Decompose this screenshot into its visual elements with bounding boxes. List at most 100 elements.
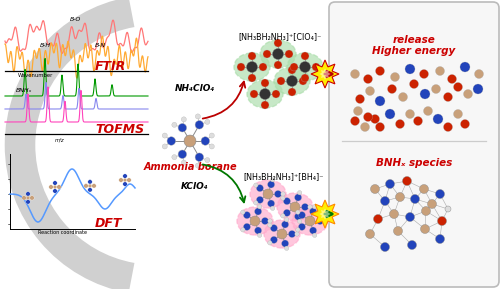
Circle shape	[398, 92, 407, 101]
Circle shape	[30, 196, 34, 200]
Text: TOFMS: TOFMS	[95, 123, 144, 136]
Circle shape	[420, 69, 428, 79]
Circle shape	[414, 116, 422, 125]
Circle shape	[288, 66, 296, 74]
Circle shape	[210, 133, 214, 138]
Circle shape	[420, 89, 430, 99]
Circle shape	[364, 112, 372, 121]
Circle shape	[274, 61, 282, 69]
Circle shape	[88, 184, 92, 188]
Circle shape	[460, 62, 470, 72]
Circle shape	[263, 189, 273, 199]
Circle shape	[254, 227, 262, 234]
Circle shape	[119, 178, 123, 182]
Circle shape	[182, 160, 186, 165]
Circle shape	[167, 137, 175, 145]
Circle shape	[290, 202, 300, 212]
Circle shape	[268, 223, 272, 227]
Circle shape	[196, 163, 200, 168]
Circle shape	[92, 184, 96, 188]
Circle shape	[406, 212, 414, 221]
Circle shape	[284, 198, 290, 205]
Circle shape	[248, 74, 256, 82]
Circle shape	[410, 194, 420, 203]
Circle shape	[162, 133, 168, 138]
Text: BNHₓ: BNHₓ	[16, 88, 32, 93]
Circle shape	[184, 135, 196, 147]
Circle shape	[380, 242, 390, 251]
Circle shape	[460, 119, 469, 129]
Circle shape	[282, 221, 288, 228]
Circle shape	[237, 63, 245, 71]
Ellipse shape	[247, 80, 283, 108]
Circle shape	[205, 119, 210, 125]
Circle shape	[374, 214, 382, 223]
Circle shape	[286, 75, 298, 86]
Circle shape	[195, 153, 203, 162]
Circle shape	[299, 77, 307, 85]
Ellipse shape	[287, 53, 323, 81]
Circle shape	[263, 50, 271, 58]
Circle shape	[162, 144, 168, 149]
Circle shape	[298, 212, 306, 218]
Circle shape	[195, 121, 203, 129]
Text: FTIR: FTIR	[95, 60, 126, 73]
Circle shape	[254, 183, 258, 187]
Circle shape	[258, 205, 262, 209]
Circle shape	[444, 92, 452, 101]
Circle shape	[284, 209, 290, 216]
Circle shape	[246, 62, 258, 73]
Circle shape	[84, 184, 88, 188]
Circle shape	[454, 110, 462, 118]
Circle shape	[364, 75, 372, 84]
Circle shape	[312, 63, 320, 71]
Polygon shape	[320, 68, 330, 79]
Circle shape	[277, 77, 285, 85]
Circle shape	[302, 203, 308, 210]
Circle shape	[285, 50, 293, 58]
Circle shape	[366, 229, 374, 238]
Circle shape	[127, 178, 131, 182]
Circle shape	[438, 216, 446, 225]
Circle shape	[284, 246, 289, 251]
Ellipse shape	[234, 53, 270, 81]
Circle shape	[354, 107, 362, 116]
Circle shape	[270, 225, 278, 231]
Circle shape	[300, 62, 310, 73]
Circle shape	[323, 219, 327, 223]
Circle shape	[350, 69, 360, 79]
Circle shape	[454, 82, 462, 92]
Circle shape	[370, 114, 380, 123]
Circle shape	[49, 185, 53, 189]
Circle shape	[240, 228, 245, 232]
Text: Reaction coordinate: Reaction coordinate	[38, 230, 87, 235]
Circle shape	[288, 231, 296, 238]
Circle shape	[281, 192, 285, 196]
Circle shape	[375, 96, 385, 106]
Circle shape	[26, 192, 30, 196]
Text: KClO₄: KClO₄	[181, 182, 209, 191]
Circle shape	[244, 212, 250, 218]
Circle shape	[310, 208, 316, 215]
Circle shape	[277, 229, 287, 239]
Circle shape	[428, 199, 436, 208]
Polygon shape	[311, 60, 339, 88]
Circle shape	[261, 79, 269, 87]
Circle shape	[274, 39, 282, 47]
Circle shape	[268, 241, 272, 245]
Circle shape	[436, 66, 444, 75]
Circle shape	[123, 178, 127, 182]
Circle shape	[284, 218, 289, 222]
Circle shape	[244, 223, 250, 230]
Circle shape	[408, 240, 416, 249]
Text: BNHₓ species: BNHₓ species	[376, 158, 452, 168]
Circle shape	[26, 196, 30, 200]
Circle shape	[388, 84, 396, 94]
Circle shape	[420, 225, 430, 234]
Circle shape	[248, 52, 256, 60]
Circle shape	[123, 174, 127, 178]
Ellipse shape	[264, 220, 300, 248]
Circle shape	[250, 90, 258, 98]
Circle shape	[316, 218, 324, 225]
Text: [NH₃BH₂NH₃]⁺[BH₄]⁻: [NH₃BH₂NH₃]⁺[BH₄]⁻	[244, 172, 324, 181]
